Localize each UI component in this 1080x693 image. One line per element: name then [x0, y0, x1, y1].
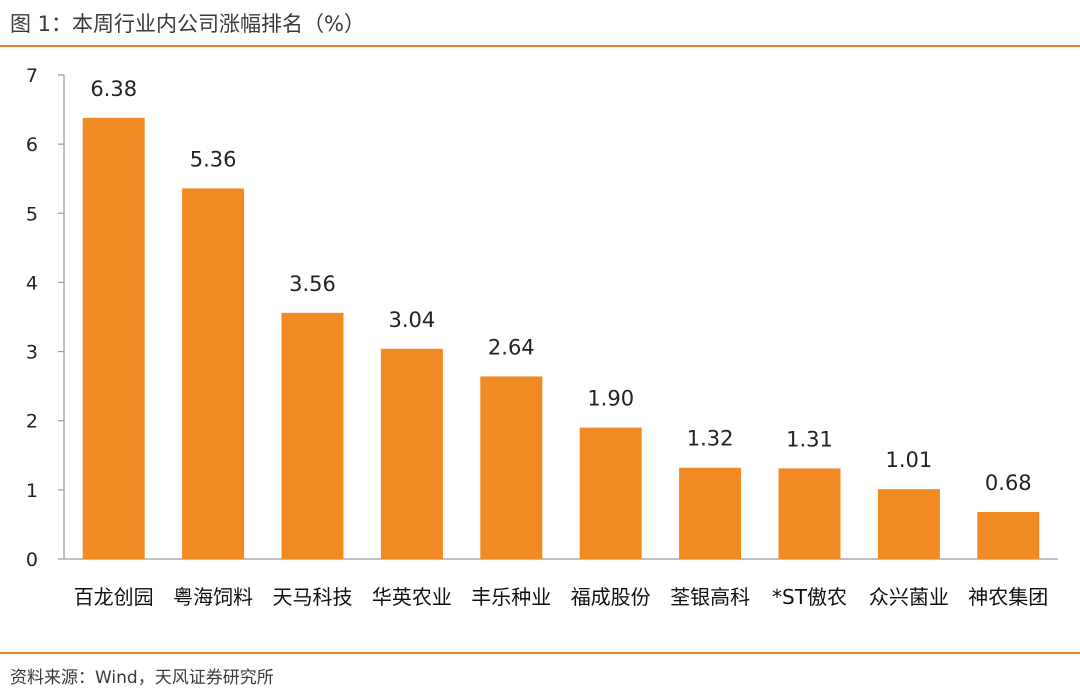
- data-label: 1.31: [786, 427, 833, 451]
- chart-title: 图 1：本周行业内公司涨幅排名（%）: [10, 12, 365, 36]
- title-bar: 图 1：本周行业内公司涨幅排名（%）: [0, 0, 1080, 47]
- bar: [380, 348, 443, 559]
- bar: [579, 427, 642, 559]
- x-tick-label: 百龙创园: [74, 585, 154, 609]
- bar: [877, 489, 940, 559]
- bar: [977, 511, 1040, 559]
- bar: [778, 468, 841, 559]
- y-tick-label: 6: [26, 134, 38, 156]
- data-label: 1.32: [687, 427, 734, 451]
- data-label: 0.68: [985, 471, 1032, 495]
- data-label: 6.38: [90, 77, 137, 101]
- data-label: 3.04: [389, 308, 436, 332]
- bar-chart: 0 1 2 3 4 5 6 7 6.38 百龙创园 5.36 粤海饲料 3.56 天马科技 3.04 华英农业…: [26, 65, 1058, 609]
- x-tick-label: 福成股份: [571, 585, 651, 609]
- x-tick-label: 华英农业: [372, 585, 452, 609]
- data-label: 2.64: [488, 335, 535, 359]
- bar: [182, 188, 245, 559]
- y-tick-label: 3: [26, 342, 38, 364]
- y-tick-label: 7: [26, 65, 38, 87]
- data-label: 1.90: [587, 387, 634, 411]
- y-tick-label: 2: [26, 411, 38, 433]
- x-tick-label: 神农集团: [968, 585, 1048, 609]
- x-tick-label: *ST傲农: [772, 585, 847, 609]
- x-tick-label: 粤海饲料: [173, 585, 253, 609]
- y-tick-label: 5: [26, 203, 38, 225]
- x-tick-label: 丰乐种业: [471, 585, 551, 609]
- bar: [480, 376, 543, 559]
- data-label: 1.01: [886, 448, 933, 472]
- y-tick-label: 0: [26, 549, 38, 571]
- y-tick-label: 4: [26, 272, 38, 294]
- source-note: 资料来源：Wind，天风证券研究所: [10, 668, 274, 688]
- bar: [679, 467, 742, 559]
- bar: [82, 117, 145, 560]
- data-label: 3.56: [289, 272, 336, 296]
- bar: [281, 312, 344, 559]
- x-tick-label: 天马科技: [273, 585, 353, 609]
- x-tick-label: 荃银高科: [670, 585, 750, 609]
- x-tick-label: 众兴菌业: [869, 585, 949, 609]
- y-tick-label: 1: [26, 480, 38, 502]
- footer-divider: [0, 652, 1080, 654]
- data-label: 5.36: [190, 147, 237, 171]
